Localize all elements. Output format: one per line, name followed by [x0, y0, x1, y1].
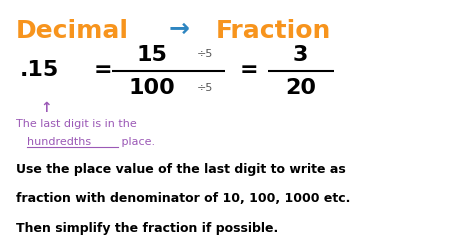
- Text: →: →: [169, 17, 190, 41]
- Text: =: =: [239, 60, 258, 80]
- Text: ÷5: ÷5: [197, 49, 213, 59]
- Text: fraction with denominator of 10, 100, 1000 etc.: fraction with denominator of 10, 100, 10…: [16, 192, 350, 205]
- Text: 15: 15: [137, 45, 168, 65]
- Text: ↑: ↑: [40, 101, 52, 115]
- Text: 3: 3: [293, 45, 308, 65]
- Text: Use the place value of the last digit to write as: Use the place value of the last digit to…: [16, 163, 345, 176]
- Text: 20: 20: [285, 78, 316, 98]
- Text: .15: .15: [20, 60, 60, 80]
- Text: place.: place.: [118, 137, 155, 147]
- Text: 100: 100: [129, 78, 175, 98]
- Text: hundredths: hundredths: [27, 137, 91, 147]
- Text: ÷5: ÷5: [197, 83, 213, 93]
- Text: Fraction: Fraction: [216, 19, 331, 43]
- Text: The last digit is in the: The last digit is in the: [16, 119, 137, 129]
- Text: =: =: [93, 60, 112, 80]
- Text: Then simplify the fraction if possible.: Then simplify the fraction if possible.: [16, 222, 278, 235]
- Text: Decimal: Decimal: [16, 19, 128, 43]
